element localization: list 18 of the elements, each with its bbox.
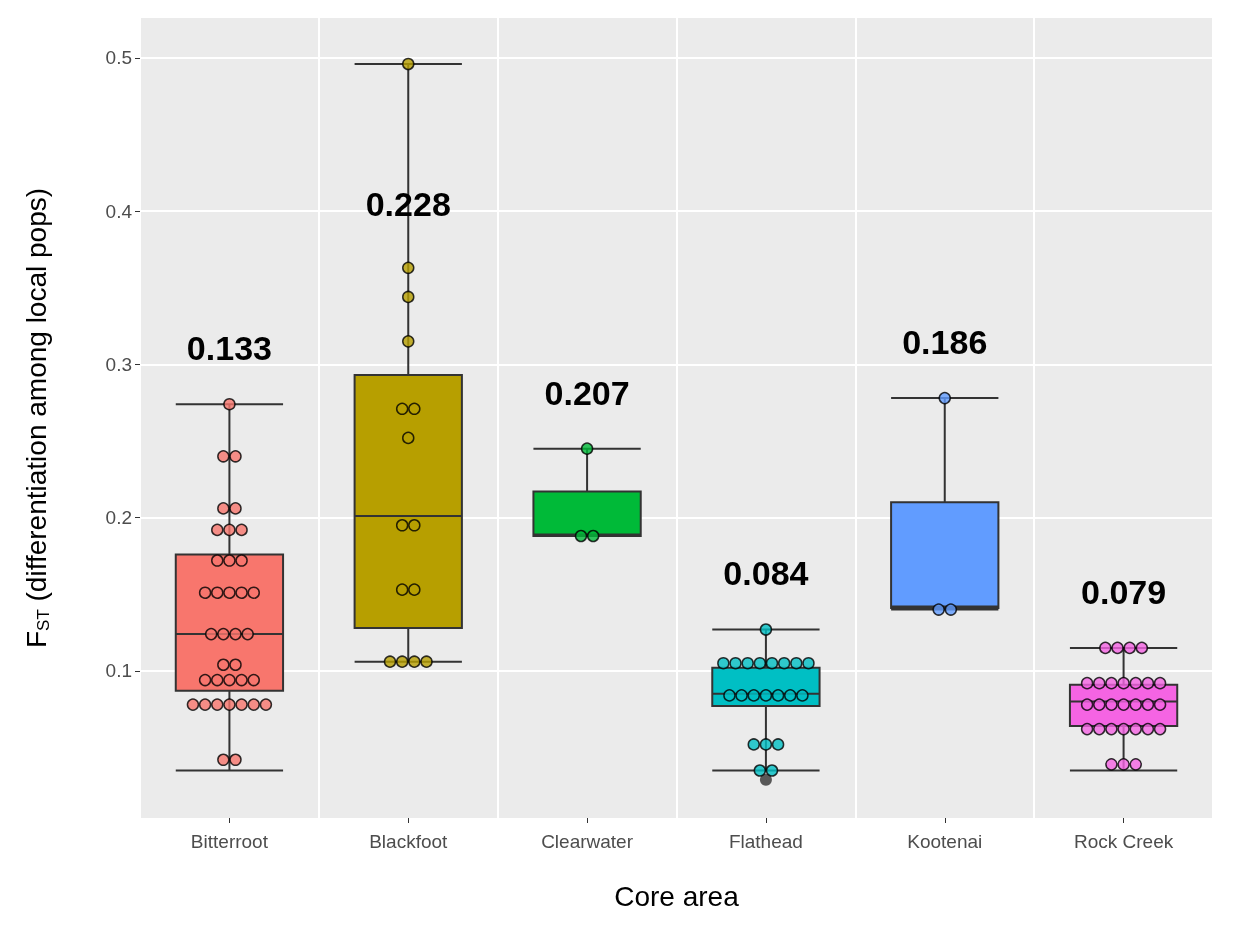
x-tick-label: Kootenai <box>907 831 983 852</box>
x-tick-label: Bitterroot <box>190 831 269 852</box>
y-axis-title: FST (differentiation among local pops) <box>21 187 53 649</box>
x-tick-label: Blackfoot <box>369 831 449 852</box>
y-tick-label: 0.3 <box>105 353 132 375</box>
y-tick-label: 0.2 <box>105 507 132 529</box>
annotation: 0.207 <box>544 373 630 412</box>
annotation: 0.133 <box>186 329 272 368</box>
annotation: 0.084 <box>723 554 809 593</box>
x-tick-label: Clearwater <box>541 831 634 852</box>
y-tick-label: 0.5 <box>105 47 132 69</box>
y-tick-label: 0.1 <box>105 660 132 682</box>
x-tick-label: Rock Creek <box>1073 831 1174 852</box>
annotation: 0.079 <box>1081 572 1167 611</box>
y-tick-label: 0.4 <box>105 200 133 222</box>
x-tick-label: Flathead <box>728 831 803 852</box>
annotation: 0.186 <box>902 323 988 362</box>
x-axis-title: Core area <box>614 880 740 912</box>
